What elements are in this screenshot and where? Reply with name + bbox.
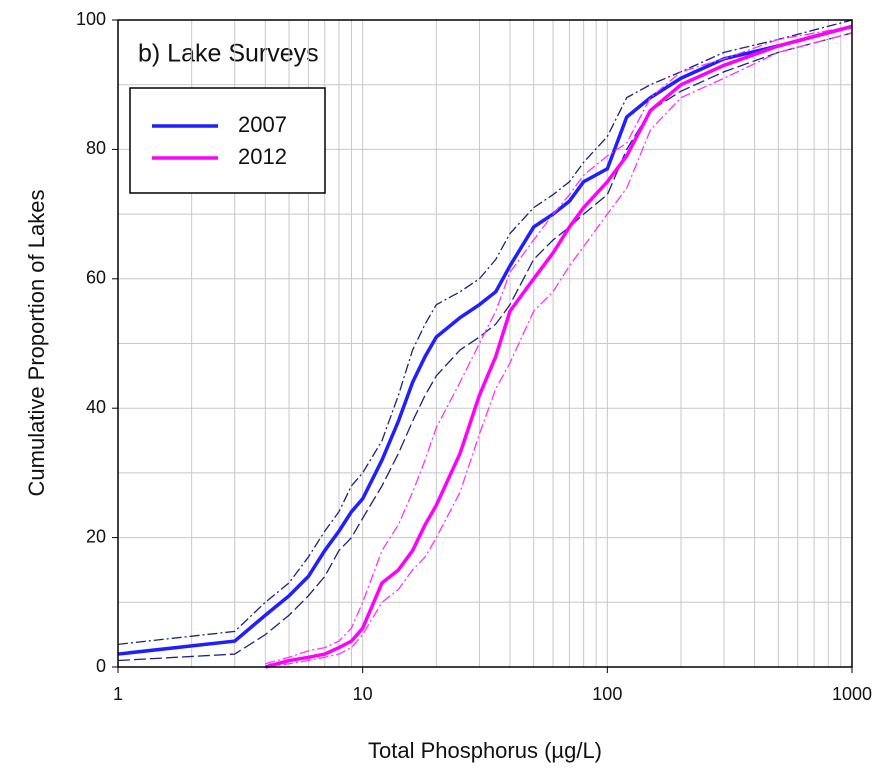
- y-tick-label: 20: [86, 526, 106, 546]
- legend-box: [129, 87, 326, 194]
- y-tick-label: 0: [96, 656, 106, 676]
- upper-bound: [265, 25, 853, 665]
- x-tick-label: 10: [353, 684, 373, 704]
- x-tick-label: 100: [592, 684, 622, 704]
- y-tick-label: 100: [76, 9, 106, 29]
- lower-bound: [265, 32, 853, 668]
- series-line: [117, 24, 853, 656]
- legend-label: 2007: [238, 112, 287, 137]
- y-tick-label: 80: [86, 138, 106, 158]
- plot-frame: [117, 19, 853, 668]
- lower-bound: [117, 32, 853, 662]
- y-tick-label: 40: [86, 397, 106, 417]
- x-tick-label: 1000: [832, 684, 872, 704]
- y-axis-label: Cumulative Proportion of Lakes: [24, 190, 49, 497]
- legend-label: 2012: [238, 144, 287, 169]
- x-tick-label: 1: [113, 684, 123, 704]
- upper-bound: [117, 19, 853, 646]
- y-tick-label: 60: [86, 268, 106, 288]
- x-axis-label: Total Phosphorus (µg/L): [368, 738, 602, 763]
- series-line: [264, 24, 853, 669]
- chart-title: b) Lake Surveys: [138, 40, 319, 68]
